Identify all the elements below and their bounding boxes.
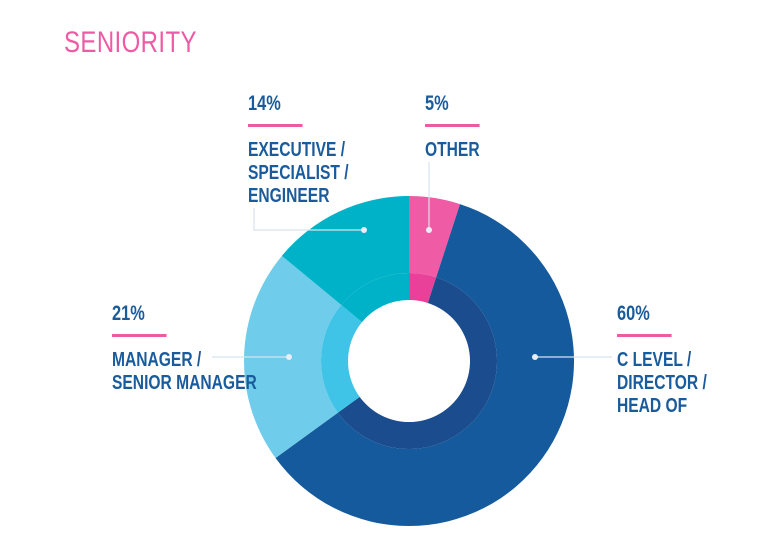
leader-dot: [361, 227, 367, 233]
label-other: 5% OTHER: [425, 92, 480, 162]
label-underline: [425, 124, 480, 127]
label-name: EXECUTIVE / SPECIALIST / ENGINEER: [248, 139, 349, 207]
label-executive: 14% EXECUTIVE / SPECIALIST / ENGINEER: [248, 92, 349, 208]
label-pct: 21%: [112, 302, 145, 325]
donut-slice-inner: [337, 277, 498, 449]
label-pct: 5%: [425, 92, 449, 115]
donut-slice-outer: [409, 196, 460, 278]
chart-title: SENIORITY: [64, 26, 197, 59]
label-pct: 14%: [248, 92, 281, 115]
donut-slice-outer: [281, 196, 409, 305]
label-name: MANAGER / SENIOR MANAGER: [112, 349, 257, 394]
label-name: OTHER: [425, 139, 480, 161]
label-c-level: 60% C LEVEL / DIRECTOR / HEAD OF: [617, 302, 707, 418]
label-name: C LEVEL / DIRECTOR / HEAD OF: [617, 349, 707, 417]
label-pct: 60%: [617, 302, 650, 325]
leader-line: [253, 208, 364, 231]
donut-slice-inner: [409, 273, 437, 303]
label-underline: [112, 334, 167, 337]
label-underline: [248, 124, 303, 127]
label-underline: [617, 334, 672, 337]
leader-dot: [426, 227, 432, 233]
label-manager: 21% MANAGER / SENIOR MANAGER: [112, 302, 257, 395]
donut-slice-outer: [244, 255, 342, 458]
donut-slice-outer: [275, 204, 575, 527]
donut-slice-inner: [320, 304, 362, 413]
leader-dot: [286, 354, 292, 360]
leader-dot: [532, 354, 538, 360]
donut-slice-inner: [341, 273, 409, 323]
